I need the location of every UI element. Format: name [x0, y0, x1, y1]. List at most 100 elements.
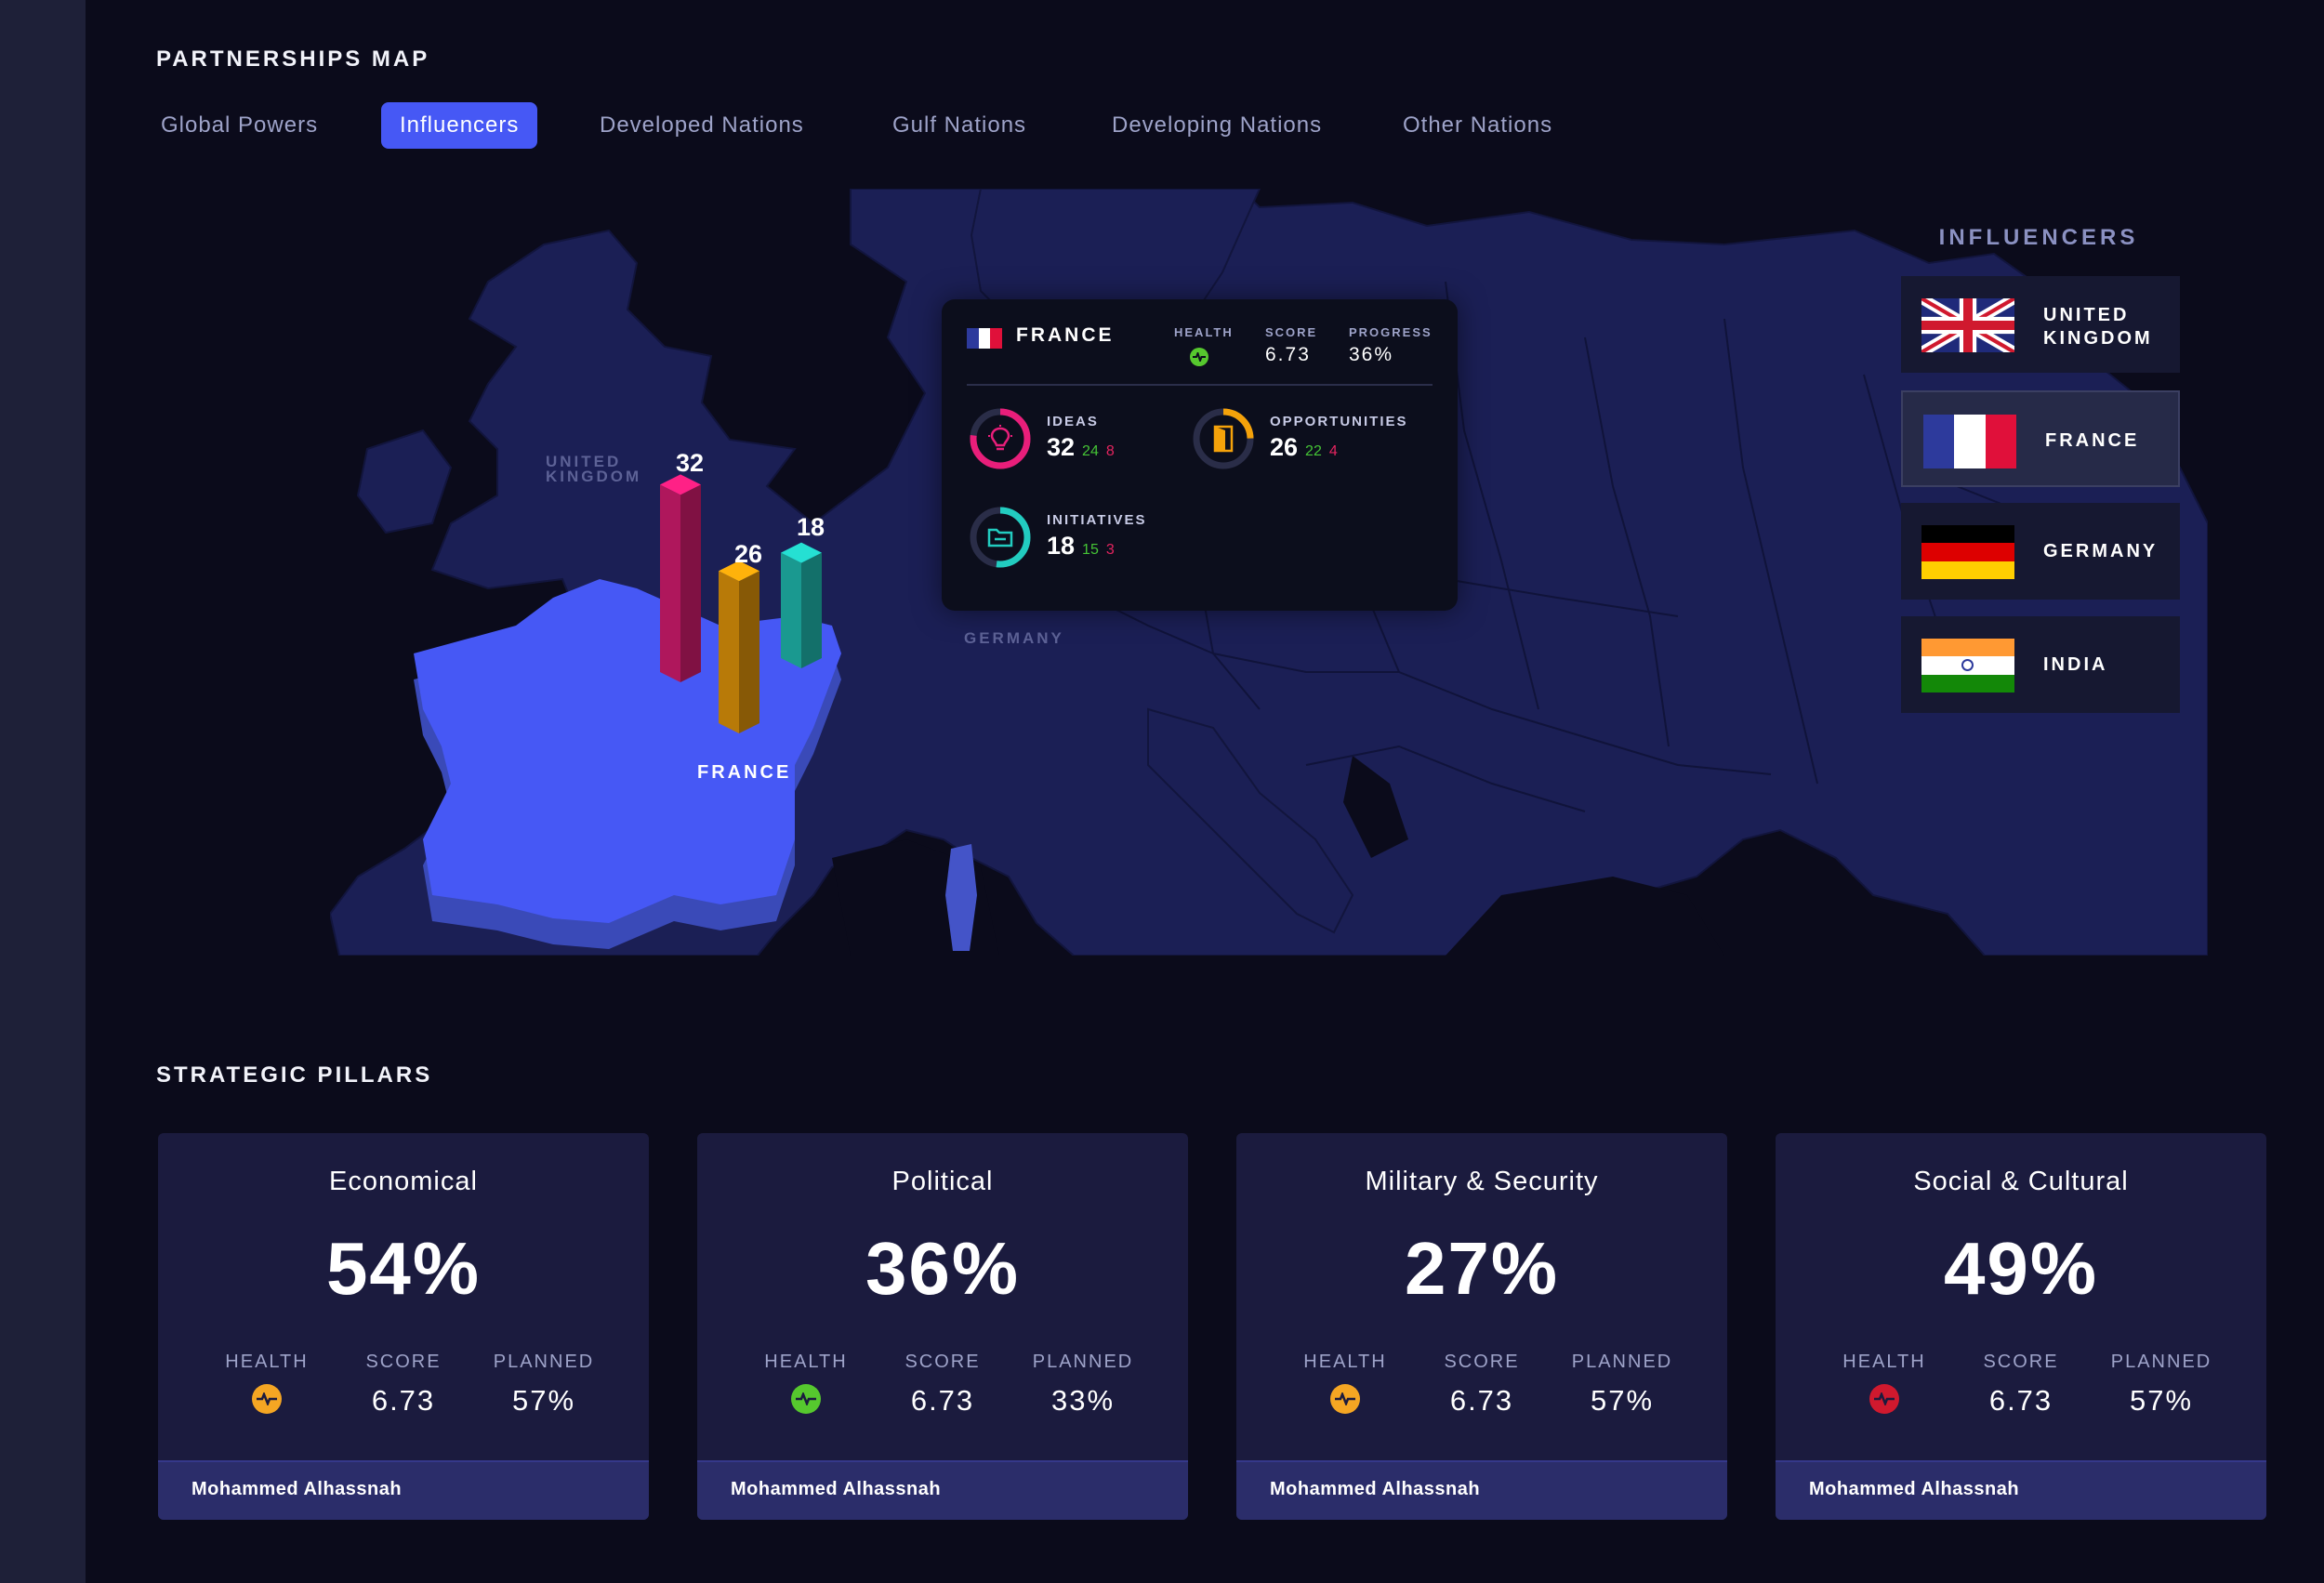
pillar-title: Military & Security [1365, 1167, 1599, 1196]
score-label: SCORE [1983, 1352, 2059, 1372]
pillar-title: Economical [329, 1167, 478, 1196]
bar-face [781, 552, 801, 668]
uk-flag-icon [1921, 298, 2014, 352]
popup-score-value: 6.73 [1265, 344, 1311, 365]
score-value: 6.73 [910, 1384, 975, 1417]
bar-label-opportunities: 26 [734, 540, 763, 568]
planned-value: 33% [1050, 1384, 1116, 1417]
opportunities-value: 26 [1270, 433, 1299, 461]
pillar-title: Political [891, 1167, 994, 1196]
initiatives-label: INITIATIVES [1047, 512, 1147, 528]
map-italy [1147, 707, 1354, 934]
planned-label: PLANNED [1571, 1352, 1673, 1372]
bar-face [719, 561, 759, 582]
map-label-germany: GERMANY [964, 629, 1064, 647]
pillar-health: HEALTH [1280, 1352, 1410, 1414]
map-corsica [945, 844, 977, 951]
door-icon [1213, 425, 1234, 453]
bar-face [781, 542, 822, 563]
health-label: HEALTH [764, 1352, 848, 1372]
health-pulse-icon [252, 1384, 282, 1414]
bar-label-ideas: 32 [676, 449, 705, 477]
pillar-health: HEALTH [1819, 1352, 1949, 1414]
sidebar-item-india[interactable]: INDIA [1901, 616, 2180, 713]
score-value: 6.73 [1449, 1384, 1514, 1417]
lightbulb-icon [988, 425, 1012, 451]
page-title: PARTNERSHIPS MAP [156, 46, 430, 72]
tab-gulf-nations[interactable]: Gulf Nations [892, 112, 1027, 138]
ideas-values: 32 24 8 [1047, 433, 1115, 462]
strategic-pillars-title: STRATEGIC PILLARS [156, 1062, 433, 1088]
pillar-percent: 54% [325, 1227, 482, 1310]
pillar-card-political[interactable]: Political 36% HEALTH SCORE 6.73 PLANNED … [697, 1133, 1188, 1520]
pillar-owner: Mohammed Alhassnah [1270, 1479, 1481, 1499]
opportunities-green-value: 22 [1305, 443, 1322, 459]
popup-score-label: SCORE [1265, 325, 1318, 339]
map-label-uk: UNITED KINGDOM [546, 453, 642, 485]
pillar-owner-footer: Mohammed Alhassnah [697, 1460, 1188, 1520]
pillar-percent: 27% [1404, 1227, 1560, 1310]
popup-health-label: HEALTH [1174, 325, 1234, 339]
map-ireland [356, 429, 453, 534]
planned-label: PLANNED [493, 1352, 595, 1372]
score-label: SCORE [1444, 1352, 1520, 1372]
popup-country-name: FRANCE [1016, 324, 1115, 346]
health-label: HEALTH [1303, 1352, 1387, 1372]
score-value: 6.73 [371, 1384, 436, 1417]
pillar-owner-footer: Mohammed Alhassnah [1776, 1460, 2266, 1520]
planned-label: PLANNED [2110, 1352, 2212, 1372]
bar-face [801, 552, 822, 668]
pillar-owner: Mohammed Alhassnah [1809, 1479, 2020, 1499]
pillar-card-military-security[interactable]: Military & Security 27% HEALTH SCORE 6.7… [1236, 1133, 1727, 1520]
bar-face [680, 484, 701, 682]
tab-other-nations[interactable]: Other Nations [1403, 112, 1553, 138]
tab-developed-nations[interactable]: Developed Nations [600, 112, 804, 138]
initiatives-red-value: 3 [1105, 542, 1115, 558]
ideas-red-value: 8 [1105, 443, 1115, 459]
pillar-health: HEALTH [741, 1352, 871, 1414]
folder-icon [987, 528, 1013, 547]
ideas-label: IDEAS [1047, 414, 1099, 429]
pillar-score: SCORE 6.73 [1956, 1352, 2086, 1418]
tab-global-powers[interactable]: Global Powers [161, 112, 319, 138]
initiatives-values: 18 15 3 [1047, 532, 1115, 561]
sidebar-item-label: GERMANY [2043, 541, 2159, 561]
opportunities-values: 26 22 4 [1270, 433, 1338, 462]
pillar-owner: Mohammed Alhassnah [191, 1479, 403, 1499]
sidebar-item-germany[interactable]: GERMANY [1901, 503, 2180, 600]
opportunities-label: OPPORTUNITIES [1270, 414, 1408, 429]
popup-progress-value: 36% [1349, 344, 1394, 365]
ideas-value: 32 [1047, 433, 1076, 461]
tab-developing-nations[interactable]: Developing Nations [1112, 112, 1323, 138]
pillar-planned: PLANNED 57% [2096, 1352, 2226, 1418]
score-label: SCORE [905, 1352, 981, 1372]
pillar-health: HEALTH [202, 1352, 332, 1414]
sidebar-item-united-kingdom[interactable]: UNITED KINGDOM [1901, 276, 2180, 373]
sidebar-item-label: INDIA [2043, 654, 2108, 675]
sidebar-item-label: FRANCE [2045, 430, 2140, 451]
pillar-owner-footer: Mohammed Alhassnah [158, 1460, 649, 1520]
pillar-title: Social & Cultural [1913, 1167, 2129, 1196]
map-label-france: FRANCE [697, 762, 792, 783]
planned-value: 57% [1590, 1384, 1655, 1417]
initiatives-green-value: 15 [1082, 542, 1099, 558]
pillar-owner: Mohammed Alhassnah [731, 1479, 942, 1499]
opportunities-red-value: 4 [1328, 443, 1338, 459]
influencers-list-title: INFLUENCERS [1938, 225, 2139, 250]
sidebar-item-france[interactable]: FRANCE [1901, 390, 2180, 487]
pillar-planned: PLANNED 57% [479, 1352, 609, 1418]
opportunities-progress-ring [1193, 408, 1254, 469]
ideas-green-value: 24 [1082, 443, 1099, 459]
score-label: SCORE [365, 1352, 442, 1372]
health-pulse-icon [791, 1384, 821, 1414]
pillar-card-social-cultural[interactable]: Social & Cultural 49% HEALTH SCORE 6.73 … [1776, 1133, 2266, 1520]
bar-ideas [660, 474, 701, 682]
sidebar-item-label: UNITED KINGDOM [2043, 305, 2153, 349]
planned-label: PLANNED [1032, 1352, 1134, 1372]
left-rail [0, 0, 86, 1583]
pillar-card-economical[interactable]: Economical 54% HEALTH SCORE 6.73 PLANNED… [158, 1133, 649, 1520]
tab-influencers[interactable]: Influencers [381, 102, 538, 149]
bar-face [660, 474, 701, 495]
score-value: 6.73 [1988, 1384, 2053, 1417]
health-pulse-icon [1869, 1384, 1899, 1414]
